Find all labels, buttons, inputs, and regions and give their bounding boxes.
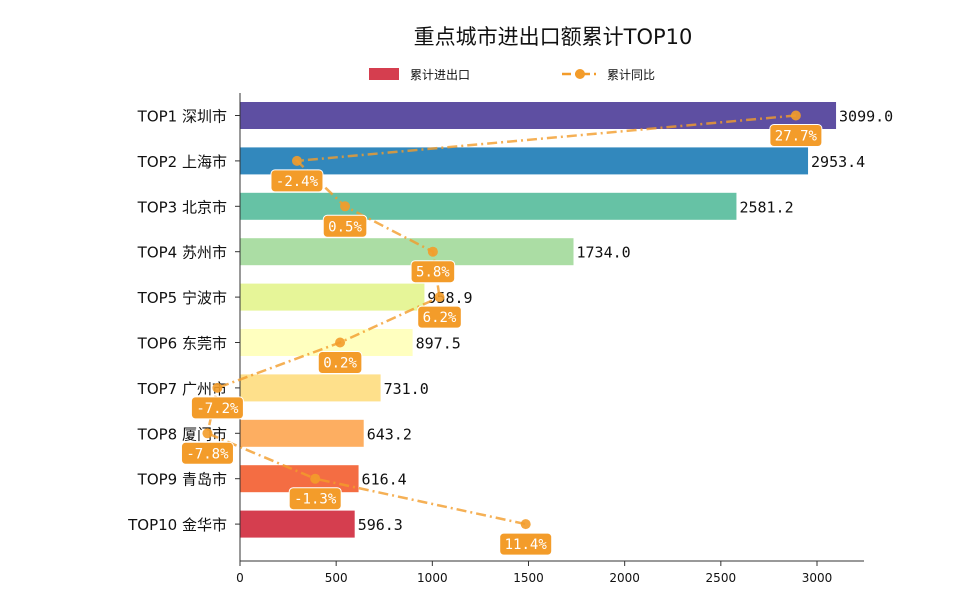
yoy-label-box	[288, 487, 342, 511]
x-tick-label: 2500	[706, 571, 737, 585]
yoy-point	[427, 246, 438, 257]
value-label: 643.2	[367, 425, 412, 443]
value-label: 616.4	[362, 471, 407, 489]
legend-line-label: 累计同比	[607, 68, 655, 82]
yoy-point	[202, 428, 213, 439]
x-tick-label: 0	[236, 571, 244, 585]
yoy-label: 5.8%	[410, 260, 456, 284]
yoy-label-text: 0.5%	[328, 219, 362, 235]
yoy-point	[520, 519, 531, 530]
x-tick-label: 2000	[609, 571, 640, 585]
category-label: TOP1 深圳市	[137, 108, 227, 126]
yoy-label: -2.4%	[270, 169, 324, 193]
yoy-label: -1.3%	[288, 487, 342, 511]
yoy-labels: 27.7% -2.4% 0.5% 5.8% 6.2% 0.2% -7.2% -7.8% -1.3…	[180, 124, 823, 556]
yoy-label: 11.4%	[499, 532, 553, 556]
value-label: 3099.0	[839, 108, 893, 126]
yoy-label-box	[270, 169, 324, 193]
bar	[240, 102, 837, 129]
value-label: 958.9	[427, 289, 472, 307]
category-label: TOP5 宁波市	[137, 289, 227, 307]
yoy-label: -7.8%	[180, 441, 234, 465]
legend-bar-swatch	[369, 68, 399, 80]
yoy-label-text: 11.4%	[505, 537, 548, 553]
bar	[240, 147, 809, 175]
value-label: 2953.4	[811, 153, 865, 171]
bar	[240, 283, 425, 311]
category-label: TOP8 厦门市	[137, 425, 227, 443]
yoy-label-text: -1.3%	[294, 492, 337, 508]
yoy-label-box	[180, 441, 234, 465]
category-label: TOP6 东莞市	[137, 335, 227, 353]
yoy-label-box	[322, 214, 368, 238]
category-label: TOP2 上海市	[137, 153, 227, 171]
yoy-label-box	[417, 305, 462, 329]
yoy-label: -7.2%	[190, 396, 244, 420]
yoy-label-box	[499, 532, 553, 556]
category-label: TOP7 广州市	[137, 380, 227, 398]
yoy-label: 6.2%	[417, 305, 462, 329]
legend-line-marker	[575, 69, 585, 79]
bar	[240, 192, 737, 220]
yoy-label-text: 27.7%	[775, 129, 818, 145]
yoy-label-box	[410, 260, 456, 284]
value-labels: 3099.0 2953.4 2581.2 1734.0 958.9 897.5 731.0 6…	[358, 108, 894, 535]
category-label: TOP3 北京市	[137, 198, 227, 216]
yoy-label-text: 6.2%	[423, 310, 457, 326]
yoy-label: 0.5%	[322, 214, 368, 238]
value-label: 596.3	[358, 516, 403, 534]
legend-bar-label: 累计进出口	[410, 68, 470, 82]
yoy-label-text: -7.8%	[186, 446, 229, 462]
value-label: 731.0	[384, 380, 429, 398]
yoy-point	[790, 110, 801, 121]
yoy-point	[291, 155, 302, 166]
yoy-label-box	[190, 396, 244, 420]
yoy-label-box	[317, 351, 363, 374]
yoy-label-text: -7.2%	[196, 401, 239, 417]
bar	[240, 374, 381, 402]
x-tick-label: 3000	[802, 571, 833, 585]
chart-title: 重点城市进出口额累计TOP10	[414, 25, 693, 49]
bars-layer	[240, 102, 837, 538]
yoy-label-text: -2.4%	[276, 174, 319, 190]
category-label: TOP9 青岛市	[137, 471, 227, 489]
x-tick-label: 500	[325, 571, 348, 585]
bar	[240, 419, 364, 447]
bar	[240, 510, 355, 538]
x-axis-ticks: 0 500 1000 1500 2000 2500 3000	[236, 561, 832, 585]
yoy-point	[340, 201, 351, 212]
x-tick-label: 1500	[513, 571, 544, 585]
yoy-label: 27.7%	[769, 124, 823, 147]
yoy-point	[310, 473, 321, 484]
yoy-label-text: 0.2%	[323, 356, 357, 372]
yoy-point	[212, 382, 223, 393]
yoy-point	[434, 292, 445, 303]
x-tick-label: 1000	[417, 571, 448, 585]
value-label: 2581.2	[739, 198, 793, 216]
y-axis-ticks	[235, 115, 240, 525]
category-labels: TOP1 深圳市 TOP2 上海市 TOP3 北京市 TOP4 苏州市 TOP5 宁波市…	[127, 108, 227, 535]
category-label: TOP4 苏州市	[137, 244, 227, 262]
value-label: 1734.0	[577, 244, 631, 262]
yoy-label-box	[769, 124, 823, 147]
yoy-label-text: 5.8%	[416, 265, 450, 281]
legend: 累计进出口 累计同比	[369, 68, 655, 82]
bar	[240, 238, 574, 266]
yoy-point	[335, 337, 346, 348]
category-label: TOP10 金华市	[127, 516, 227, 534]
value-label: 897.5	[416, 335, 461, 353]
yoy-label: 0.2%	[317, 351, 363, 374]
